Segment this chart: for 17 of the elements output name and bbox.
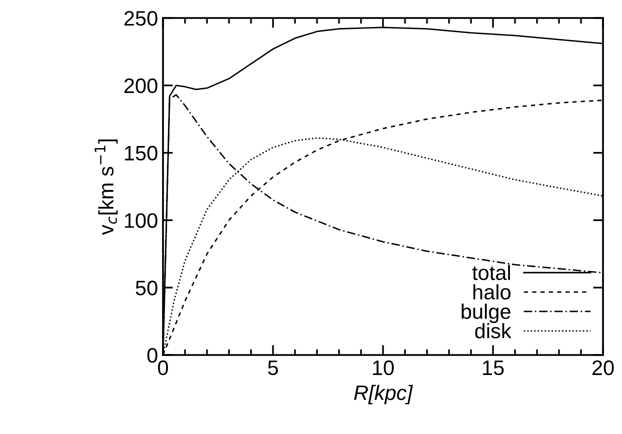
legend-label: disk: [475, 323, 512, 338]
y-tick-label: 50: [136, 280, 158, 296]
y-tick-label: 200: [124, 78, 158, 94]
x-tick-label: 15: [483, 360, 504, 376]
y-tick-label: 0: [147, 348, 158, 363]
legend-label: halo: [473, 284, 510, 300]
legend-label: bulge: [462, 304, 510, 324]
y-tick-label: 150: [124, 146, 158, 161]
x-axis-title: R[kpc]: [354, 384, 413, 404]
y-tick-label: 100: [124, 213, 158, 228]
x-tick-label: 10: [373, 360, 394, 376]
x-tick-label: 20: [592, 360, 614, 376]
x-tick-label: 5: [268, 360, 278, 376]
y-tick-label: 250: [124, 11, 158, 26]
legend-label: total: [472, 264, 510, 280]
x-tick-label: 0: [158, 360, 168, 376]
y-axis-title: v$_{c}$[km s$^{−1}$]: [94, 140, 118, 235]
